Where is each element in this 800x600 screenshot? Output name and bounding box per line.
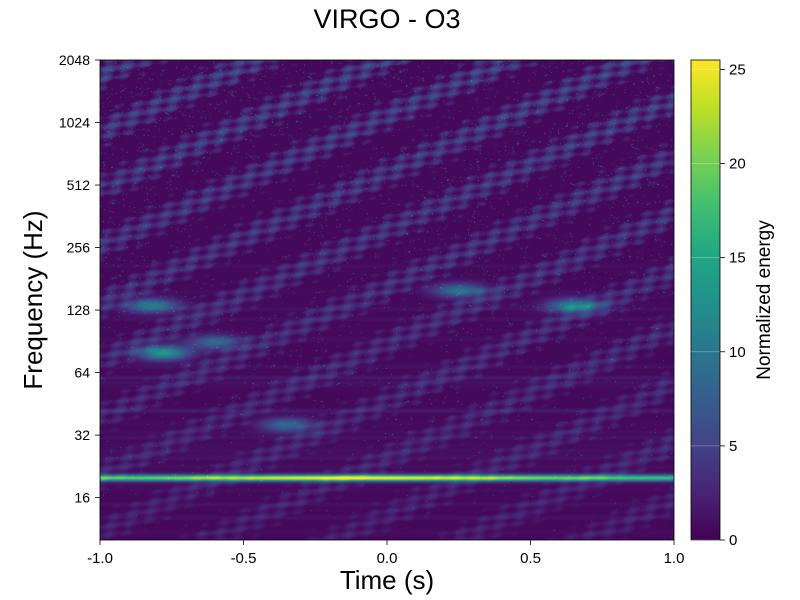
x-tick-label: -1.0 (87, 550, 113, 567)
colorbar-tick-label: 0 (729, 532, 737, 549)
x-tick-label: -0.5 (231, 550, 257, 567)
colorbar-tick-label: 15 (729, 250, 746, 267)
spectrogram-image (100, 60, 674, 540)
x-tick-label: 0.5 (520, 550, 541, 567)
y-axis: 16 32 64 128 256 512 1024 2048 (59, 52, 100, 506)
x-axis: -1.0 -0.5 0.0 0.5 1.0 (87, 540, 684, 567)
y-tick-label: 32 (74, 427, 90, 443)
y-tick-label: 1024 (59, 115, 90, 131)
colorbar-title: Normalized energy (754, 220, 775, 380)
colorbar-tick-label: 10 (729, 344, 746, 361)
colorbar-ticks: 0 5 10 15 20 25 (691, 61, 746, 549)
y-tick-label: 16 (74, 490, 90, 506)
y-tick-label: 128 (67, 302, 91, 318)
colorbar-tick-label: 5 (729, 438, 737, 455)
y-axis-title: Frequency (Hz) (18, 210, 48, 389)
y-tick-label: 512 (67, 177, 91, 193)
x-tick-label: 1.0 (664, 550, 685, 567)
y-tick-label: 2048 (59, 52, 90, 68)
colorbar (690, 59, 721, 541)
y-tick-label: 64 (74, 365, 90, 381)
colorbar-tick-label: 25 (729, 61, 746, 78)
chart-title: VIRGO - O3 (313, 4, 460, 34)
y-tick-label: 256 (67, 240, 91, 256)
x-axis-title: Time (s) (340, 565, 434, 595)
plot-area (100, 60, 674, 540)
colorbar-tick-label: 20 (729, 156, 746, 173)
x-tick-label: 0.0 (377, 550, 398, 567)
